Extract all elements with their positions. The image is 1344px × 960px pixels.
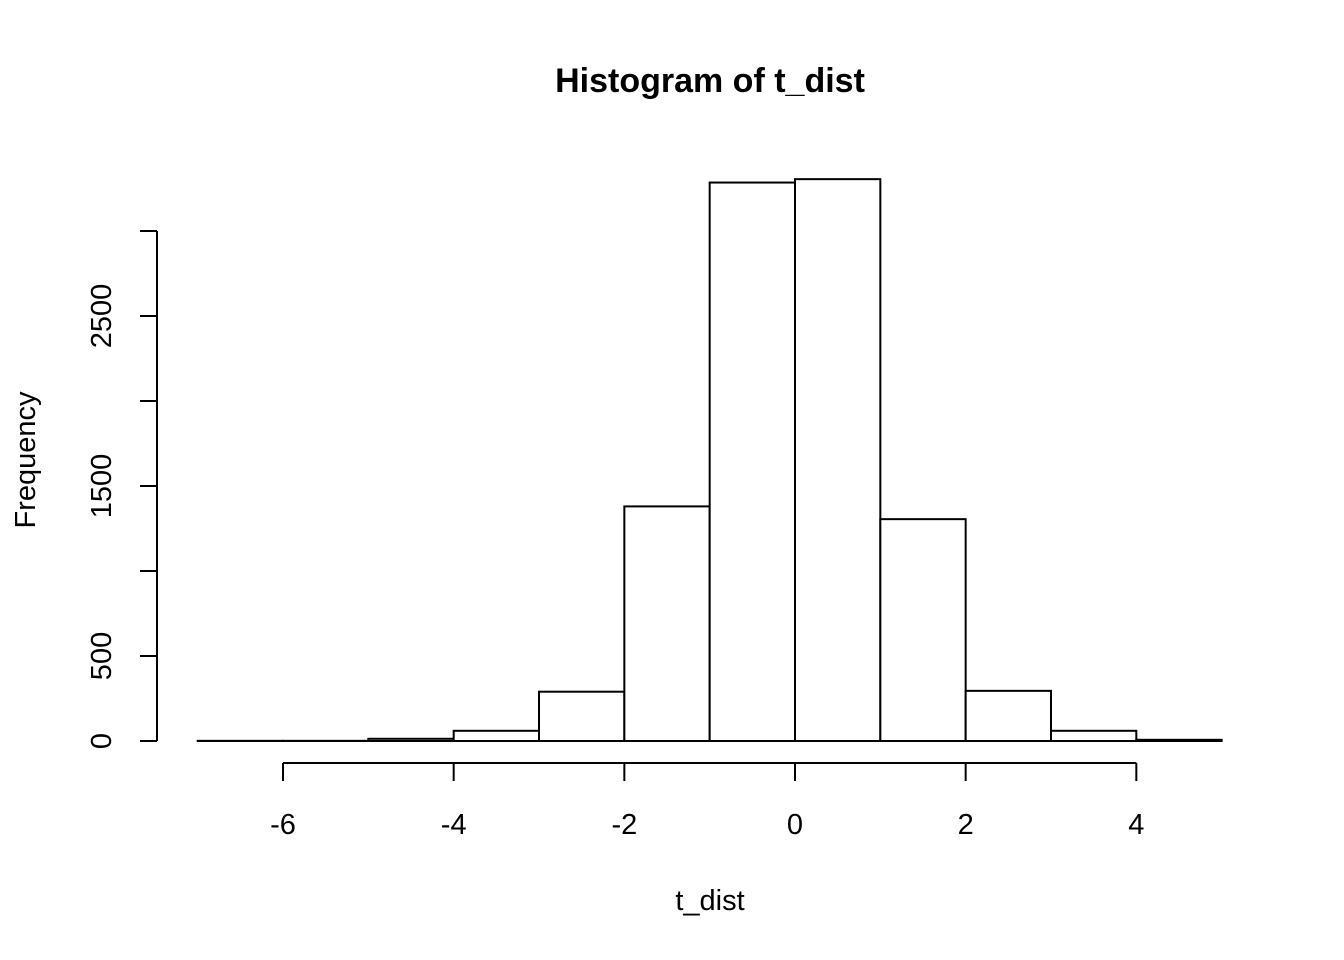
x-tick-label: 2 <box>958 809 974 841</box>
y-tick-label: 2500 <box>86 284 118 349</box>
x-tick-label: 4 <box>1128 809 1144 841</box>
x-axis: -6 -4 -2 0 2 4 <box>270 762 1144 841</box>
x-tick-label: -6 <box>270 809 296 841</box>
y-tick-label: 0 <box>86 733 118 749</box>
histogram-bar <box>1049 729 1138 742</box>
x-tick-label: -4 <box>441 809 467 841</box>
y-tick-label: 500 <box>86 632 118 680</box>
histogram-bar <box>623 505 711 742</box>
y-tick-label: 1500 <box>86 454 118 519</box>
y-axis-label: Frequency <box>10 391 42 529</box>
histogram-bar <box>1135 738 1223 742</box>
histogram-bar <box>964 689 1052 742</box>
histogram-bar <box>708 181 796 743</box>
x-tick-label: -2 <box>611 809 637 841</box>
histogram-bar <box>538 690 626 743</box>
chart-title: Histogram of t_dist <box>555 62 865 100</box>
histogram-bars <box>196 178 1223 743</box>
x-axis-label: t_dist <box>675 885 744 917</box>
histogram-bar <box>794 178 882 742</box>
histogram-bar <box>879 518 967 743</box>
histogram-bar <box>367 737 455 742</box>
histogram-bar <box>452 729 541 742</box>
y-axis: 0 500 1500 2500 <box>86 230 158 749</box>
x-tick-label: 0 <box>787 809 803 841</box>
